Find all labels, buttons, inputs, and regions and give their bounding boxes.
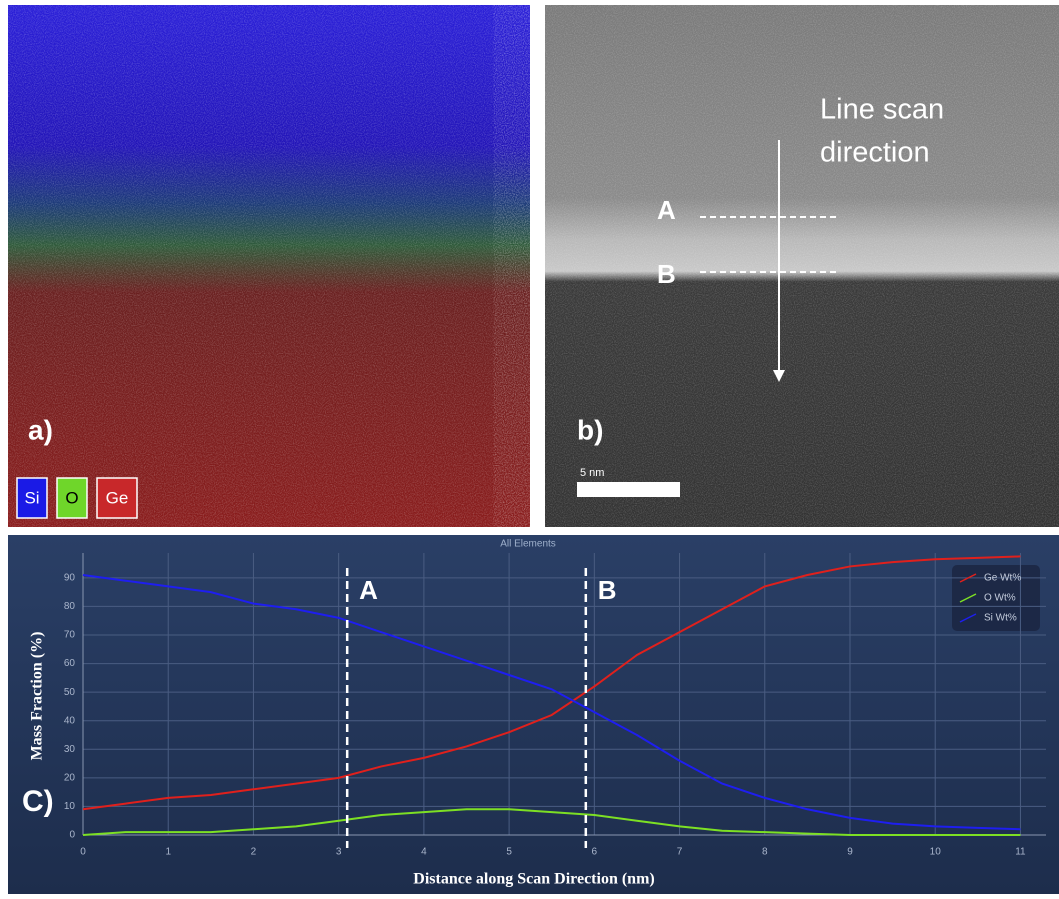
x-axis-label: Distance along Scan Direction (nm) [413, 871, 654, 888]
y-tick-label: 90 [64, 572, 76, 583]
x-tick-label: 0 [80, 847, 86, 858]
y-tick-label: 60 [64, 658, 76, 669]
x-tick-label: 6 [592, 847, 598, 858]
y-axis-label: Mass Fraction (%) [29, 632, 46, 761]
y-tick-label: 50 [64, 687, 76, 698]
scale-label: 5 nm [580, 467, 604, 479]
y-tick-label: 20 [64, 772, 76, 783]
legend-swatch [959, 573, 977, 583]
y-tick-label: 0 [69, 830, 75, 841]
x-tick-label: 4 [421, 847, 427, 858]
x-tick-label: 3 [336, 847, 342, 858]
scan-label: Line scan [820, 94, 944, 126]
panel-label: b) [577, 414, 603, 445]
series-line [82, 574, 1021, 831]
x-tick-label: 7 [677, 847, 683, 858]
y-tick-label: 70 [64, 630, 76, 641]
marker-label: B [598, 575, 617, 605]
legend-swatch [96, 477, 138, 519]
y-tick-label: 10 [64, 801, 76, 812]
legend-label: O [65, 488, 78, 507]
x-tick-label: 1 [165, 847, 171, 858]
scan-label: direction [820, 137, 930, 169]
legend-swatch [959, 613, 977, 623]
hrtem-texture [545, 5, 1059, 527]
y-tick-label: 30 [64, 744, 76, 755]
y-tick-label: 40 [64, 715, 76, 726]
series-line [82, 555, 1021, 811]
arrow-head [773, 370, 785, 382]
panel-label: a) [28, 414, 53, 445]
chart-title: All Elements [500, 539, 556, 550]
legend-label: Si [24, 488, 39, 507]
y-tick-label: 80 [64, 601, 76, 612]
legend-label: O Wt% [984, 593, 1016, 604]
x-tick-label: 8 [762, 847, 768, 858]
marker-label: B [657, 259, 676, 289]
legend-label: Si Wt% [984, 613, 1017, 624]
x-tick-label: 10 [930, 847, 942, 858]
series-line [82, 808, 1021, 836]
marker-label: A [657, 195, 676, 225]
legend-swatch [16, 477, 48, 519]
x-tick-label: 5 [506, 847, 512, 858]
x-tick-label: 9 [847, 847, 853, 858]
x-tick-label: 2 [251, 847, 257, 858]
legend-swatch [959, 593, 977, 603]
legend-swatch [56, 477, 88, 519]
scale-bar [577, 482, 680, 497]
x-tick-label: 11 [1015, 847, 1026, 858]
marker-label: A [359, 575, 378, 605]
panel-label: C) [22, 785, 54, 818]
legend-label: Ge Wt% [984, 573, 1021, 584]
chart-panel [8, 535, 1059, 894]
eds-texture [8, 5, 530, 527]
legend-label: Ge [106, 488, 129, 507]
